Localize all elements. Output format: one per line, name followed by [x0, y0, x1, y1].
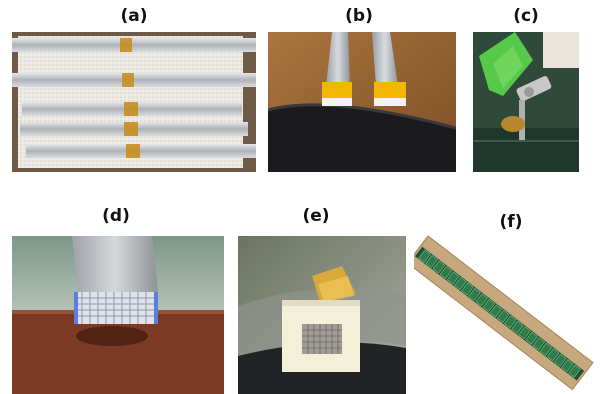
panel-label-d: (d): [102, 206, 130, 226]
cell: [446, 271, 460, 285]
cell: [475, 293, 488, 307]
cell: [454, 276, 467, 290]
cell-row: [418, 249, 581, 378]
cell: [568, 364, 581, 378]
cell: [504, 315, 517, 329]
grid-end-face: [74, 292, 158, 324]
cell: [468, 287, 481, 301]
photo-panel-b: [268, 32, 456, 172]
pixel-array: [302, 324, 342, 354]
cell: [482, 298, 496, 312]
panel-label-f: (f): [499, 212, 523, 232]
cell: [496, 309, 510, 323]
cell: [561, 359, 574, 373]
photo-panel-e: [238, 236, 406, 394]
panel-label-e: (e): [302, 206, 330, 226]
cell: [532, 337, 546, 351]
tape-right: [374, 82, 406, 102]
cell: [518, 326, 531, 340]
photo-panel-d: [12, 236, 224, 394]
cell: [525, 331, 538, 345]
photo-panel-c: [473, 32, 579, 172]
cell: [489, 304, 503, 318]
cell: [425, 255, 438, 269]
tape-left: [322, 82, 352, 102]
cell: [511, 320, 524, 334]
cell: [432, 260, 446, 274]
cell: [546, 348, 560, 362]
panel-label-b: (b): [345, 6, 373, 26]
cell: [554, 353, 567, 367]
cell: [418, 249, 431, 263]
cell: [439, 265, 453, 280]
cell: [539, 342, 553, 356]
cell: [461, 282, 474, 296]
kapton-tape: [120, 38, 140, 158]
panel-label-a: (a): [120, 6, 148, 26]
photo-panel-a: [12, 32, 256, 172]
photo-panel-f: [414, 234, 601, 394]
panel-label-c: (c): [513, 6, 539, 26]
